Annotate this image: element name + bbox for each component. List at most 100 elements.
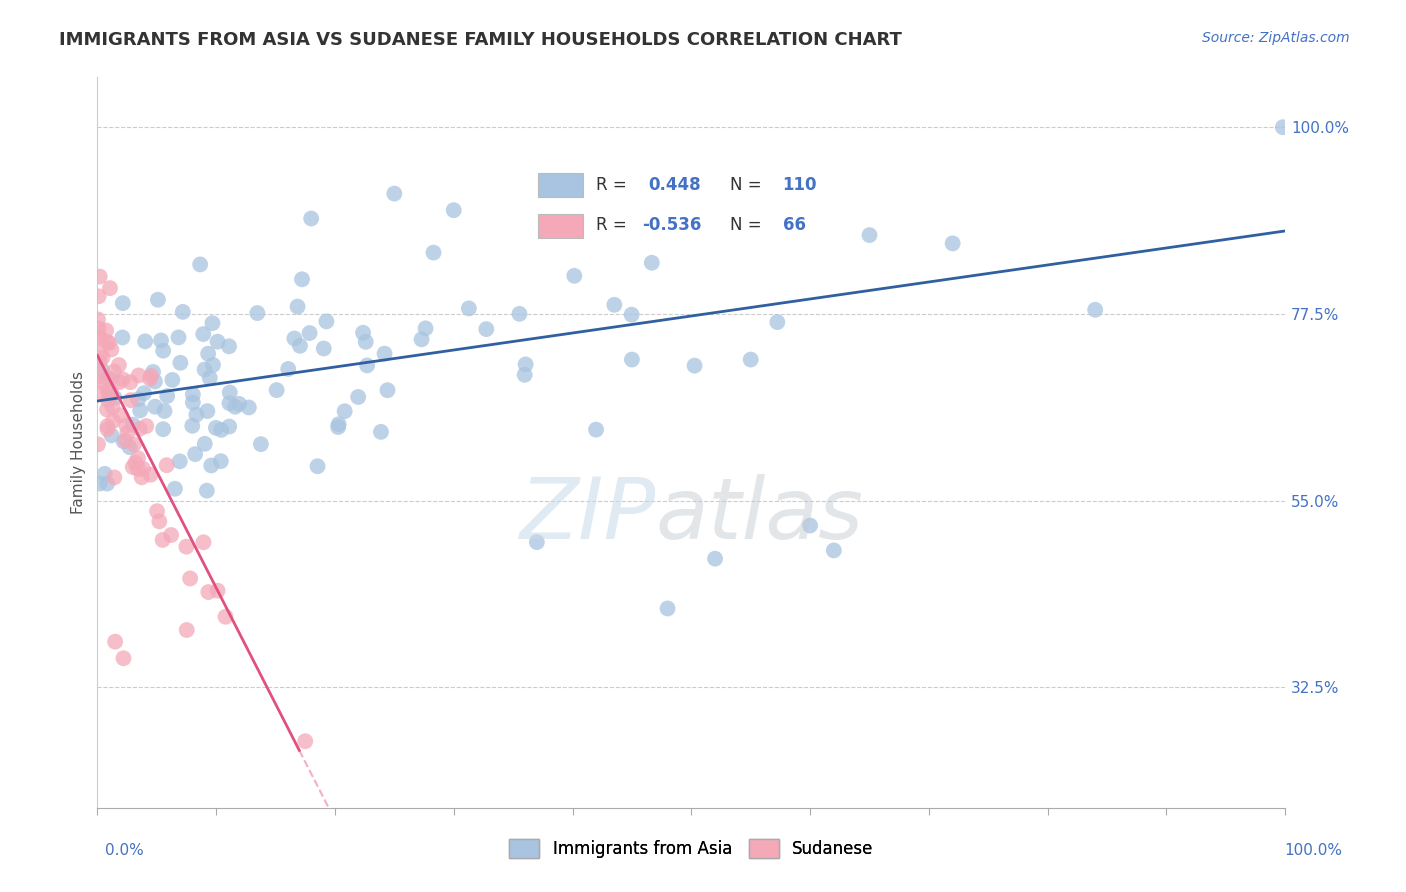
Point (110, 409, 132, 423)
Point (148, 514, 170, 528)
Point (176, 540, 198, 554)
Point (117, 425, 139, 440)
Text: R =: R = (596, 217, 627, 235)
Point (198, 371, 221, 385)
Point (704, 551, 727, 566)
Point (354, 334, 377, 349)
Point (112, 651, 135, 665)
Point (176, 623, 198, 637)
Point (585, 423, 607, 437)
Point (139, 372, 162, 386)
Point (87, 321, 110, 335)
Point (104, 391, 127, 405)
Point (98, 384, 121, 398)
Point (87, 369, 110, 384)
Point (87, 437, 110, 451)
Text: 66: 66 (783, 217, 806, 235)
Point (620, 308, 643, 322)
Point (146, 504, 169, 518)
Point (218, 339, 240, 353)
Point (135, 419, 157, 434)
Point (328, 417, 350, 432)
Point (98, 281, 121, 295)
Text: 0.0%: 0.0% (105, 843, 145, 858)
Point (115, 418, 138, 433)
Point (356, 359, 378, 373)
Point (181, 387, 204, 401)
Point (298, 326, 321, 340)
Point (111, 330, 134, 344)
Point (218, 396, 240, 410)
Point (443, 203, 465, 218)
Point (377, 383, 399, 397)
Text: 0.448: 0.448 (648, 176, 702, 194)
Point (167, 330, 190, 344)
Point (740, 352, 762, 367)
Text: atlas: atlas (655, 474, 863, 557)
Point (184, 447, 207, 461)
Point (121, 460, 143, 475)
Point (100, 343, 122, 357)
Point (124, 456, 146, 470)
Point (100, 384, 122, 399)
Point (108, 358, 131, 372)
Y-axis label: Family Households: Family Households (72, 371, 86, 514)
Point (87, 289, 110, 303)
Point (641, 256, 664, 270)
Point (266, 383, 288, 397)
Point (513, 368, 536, 382)
Point (526, 535, 548, 549)
Point (90, 385, 112, 400)
Point (181, 395, 204, 409)
Text: IMMIGRANTS FROM ASIA VS SUDANESE FAMILY HOUSEHOLDS CORRELATION CHART: IMMIGRANTS FROM ASIA VS SUDANESE FAMILY … (59, 31, 901, 49)
Point (103, 364, 125, 378)
Point (209, 454, 232, 468)
Legend: Immigrants from Asia, Sudanese: Immigrants from Asia, Sudanese (502, 832, 880, 865)
Point (181, 418, 204, 433)
Point (858, 228, 880, 243)
Point (122, 437, 145, 451)
Point (312, 342, 335, 356)
Point (89, 348, 111, 362)
Point (475, 322, 498, 336)
Point (333, 404, 356, 418)
Point (127, 462, 149, 476)
Point (457, 301, 479, 316)
Point (195, 404, 218, 418)
Point (228, 397, 250, 411)
Point (127, 392, 149, 407)
Point (89, 333, 111, 347)
Point (97, 336, 120, 351)
Point (207, 583, 229, 598)
Point (94, 323, 117, 337)
Point (156, 458, 179, 473)
Point (96, 402, 118, 417)
Point (91, 351, 114, 365)
Point (93, 467, 115, 481)
Point (114, 434, 136, 448)
Point (1271, 120, 1294, 135)
Point (96, 371, 118, 385)
Point (209, 423, 232, 437)
Text: 110: 110 (783, 176, 817, 194)
Point (188, 257, 211, 271)
Point (415, 321, 437, 335)
Point (179, 572, 201, 586)
Point (89, 355, 111, 369)
Point (328, 420, 350, 434)
Point (194, 437, 217, 451)
Point (603, 298, 626, 312)
Point (142, 365, 165, 379)
Point (515, 358, 537, 372)
Point (200, 458, 222, 473)
Point (91, 376, 114, 390)
Point (299, 211, 322, 226)
Text: R =: R = (596, 176, 627, 194)
Point (172, 305, 194, 319)
Point (193, 362, 215, 376)
Point (160, 528, 183, 542)
Point (195, 483, 218, 498)
Point (100, 372, 122, 386)
Point (277, 362, 299, 376)
Point (89, 330, 111, 344)
